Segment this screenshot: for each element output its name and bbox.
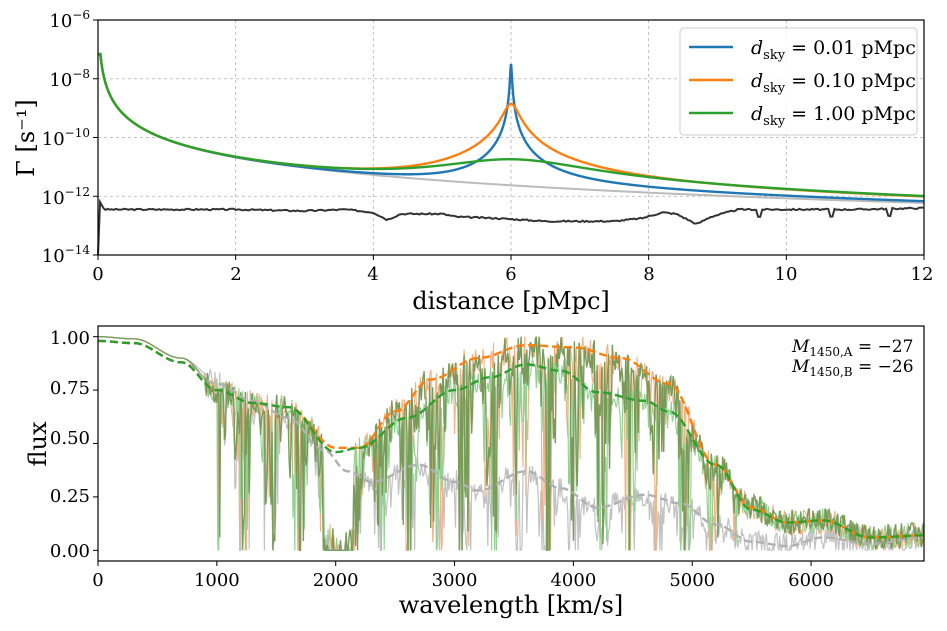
bottom-xtick-label: 0 [92,570,103,591]
bottom-ticks [93,336,812,566]
smoothed-gray-dashed [97,339,925,548]
top-xtick-label: 8 [643,264,654,285]
top-xtick-label: 2 [230,264,241,285]
bottom-xtick-label: 3000 [432,570,478,591]
bottom-ytick-label: 0.00 [50,541,90,562]
bottom-xtick-labels: 0 1000 2000 3000 4000 5000 6000 [92,570,834,591]
bottom-ytick-label: 0.50 [50,428,90,449]
magnitude-annotation-a: M1450,A = −27 [791,337,913,359]
legend-label-dsky-010: dsky = 0.10 pMpc [751,70,916,96]
gamma-vs-distance-panel: 10−6 10−8 10−10 10−12 10−14 0 2 4 6 8 10… [12,8,933,315]
bottom-ytick-label: 0.25 [50,486,90,507]
bottom-y-axis-label: flux [24,421,52,466]
bottom-ytick-label: 0.75 [50,378,90,399]
top-xtick-label: 0 [92,264,103,285]
top-ytick-label: 10−6 [49,8,90,32]
top-xtick-label: 12 [911,264,934,285]
top-ytick-label: 10−14 [42,243,91,267]
top-x-axis-label: distance [pMpc] [412,287,610,315]
bottom-x-axis-label: wavelength [km/s] [399,591,623,619]
legend-label-dsky-100: dsky = 1.00 pMpc [751,103,916,129]
smoothed-orange-dashed [97,339,925,539]
top-y-axis-label: Γ [s⁻¹] [12,99,40,177]
top-ytick-label: 10−8 [49,67,90,91]
top-ticks [93,19,925,260]
legend-box [679,27,918,136]
bottom-xtick-label: 4000 [550,570,596,591]
bottom-ytick-labels: 1.00 0.75 0.50 0.25 0.00 [50,328,90,562]
spectrum-green [97,336,924,551]
top-xtick-label: 4 [367,264,378,285]
spectrum-gray [97,336,924,552]
legend-label-dsky-001: dsky = 0.01 pMpc [751,37,916,63]
bottom-xtick-label: 6000 [788,570,834,591]
series-dsky-100 [98,52,925,198]
magnitude-annotation-b: M1450,B = −26 [791,357,914,379]
top-data-lines [97,52,925,256]
top-xtick-label: 10 [775,264,798,285]
top-ytick-label: 10−12 [42,185,90,209]
bottom-xtick-label: 1000 [194,570,240,591]
bottom-xtick-label: 5000 [669,570,715,591]
top-ytick-label: 10−10 [42,126,90,150]
legend: dsky = 0.01 pMpc dsky = 0.10 pMpc dsky =… [679,27,918,136]
spectrum-olive [97,335,924,552]
series-uv-background [97,198,924,256]
top-xtick-label: 6 [505,264,516,285]
flux-vs-wavelength-panel: 1.00 0.75 0.50 0.25 0.00 0 1000 2000 3000 40… [24,325,925,619]
smoothed-green-dashed [97,339,925,539]
bottom-data-lines [97,335,925,552]
bottom-ytick-label: 1.00 [50,328,90,349]
top-ytick-labels: 10−6 10−8 10−10 10−12 10−14 [42,8,91,267]
top-xtick-labels: 0 2 4 6 8 10 12 [92,264,933,285]
bottom-xtick-label: 2000 [313,570,359,591]
